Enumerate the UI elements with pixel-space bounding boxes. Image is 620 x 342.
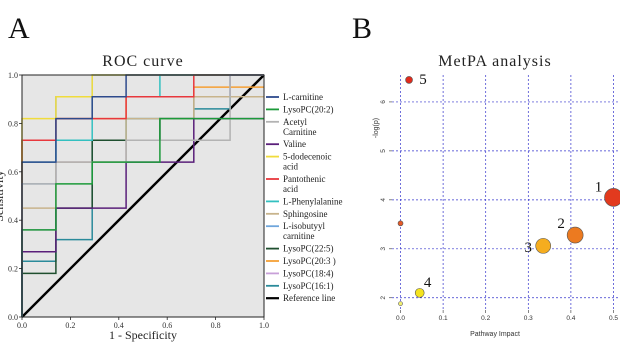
metpa-point-3 — [535, 238, 552, 254]
legend-entry-sphingosine: Sphingosine — [266, 209, 328, 219]
metpa-point-2 — [566, 226, 584, 244]
metpa-point-label-3: 3 — [524, 240, 532, 256]
legend-label-lysopc-18-4: LysoPC(18:4) — [283, 268, 334, 278]
legend-label-pantothenic-acid: Pantothenic acid — [283, 174, 326, 194]
legend-label-l-phenylalanine: L-Phenylalanine — [283, 196, 342, 206]
roc-series-reference-line — [21, 74, 265, 318]
metpa-point-unlabeled — [398, 301, 403, 306]
roc-series-valine — [21, 117, 264, 317]
metpa-x-tick-label: 0.0 — [396, 315, 405, 322]
legend-label-5-dodecenoic-acid: 5-dodecenoic acid — [283, 152, 331, 172]
panel-letter-b: B — [352, 12, 372, 45]
metpa-y-tick-label: 4 — [380, 198, 387, 202]
legend-label-reference-line: Reference line — [283, 293, 335, 303]
legend-entry-l-phenylalanine: L-Phenylalanine — [266, 196, 342, 206]
legend-label-l-isobutyyl-carnitine: L-isobutyyl carnitine — [283, 221, 325, 241]
roc-x-tick-label: 0.6 — [162, 321, 172, 330]
legend-entry-acetyl-carnitine: Acetyl Carnitine — [266, 117, 317, 137]
legend-entry-lysopc-18-4: LysoPC(18:4) — [266, 268, 334, 278]
metpa-point-label-5: 5 — [419, 72, 427, 88]
metpa-point-1 — [604, 188, 620, 207]
legend-entry-lysopc-22-5: LysoPC(22:5) — [266, 244, 334, 254]
metpa-point-label-1: 1 — [595, 179, 603, 195]
roc-x-tick-label: 0.8 — [211, 321, 221, 330]
roc-y-tick-label: 0.8 — [8, 119, 18, 128]
panel-letter-a: A — [8, 12, 30, 45]
legend-label-acetyl-carnitine: Acetyl Carnitine — [283, 117, 317, 137]
legend-label-l-carnitine: L-carnitine — [283, 92, 323, 102]
roc-x-tick-label: 0.4 — [114, 321, 124, 330]
legend-entry-pantothenic-acid: Pantothenic acid — [266, 174, 326, 194]
legend-entry-valine: Valine — [266, 139, 306, 149]
metpa-title: MetPA analysis — [438, 53, 551, 70]
legend-entry-l-isobutyyl-carnitine: L-isobutyyl carnitine — [266, 221, 325, 241]
roc-y-tick-label: 1.0 — [8, 71, 18, 80]
legend-label-sphingosine: Sphingosine — [283, 209, 328, 219]
roc-series-pantothenic-acid — [21, 74, 264, 317]
roc-y-tick-label: 0.0 — [8, 313, 18, 322]
roc-y-tick-label: 0.4 — [8, 216, 18, 225]
roc-series-l-carnitine — [21, 74, 264, 317]
roc-y-tick-label: 0.6 — [8, 168, 18, 177]
legend-entry-lysopc-20-3: LysoPC(20:3 ) — [266, 256, 336, 266]
legend-label-lysopc-20-3: LysoPC(20:3 ) — [283, 256, 336, 266]
legend-entry-5-dodecenoic-acid: 5-dodecenoic acid — [266, 152, 331, 172]
legend-label-valine: Valine — [283, 139, 306, 149]
roc-chart: ROC curve 0.0 0.2 0.4 0.6 0.8 1.0 0.0 0.2 0.4 0.6 0… — [0, 53, 342, 342]
metpa-x-tick-label: 0.5 — [609, 315, 618, 322]
roc-legend: L-carnitine LysoPC(20:2) Acetyl Carnitine Va… — [266, 92, 342, 303]
roc-series-lysopc-20-2 — [21, 117, 264, 317]
legend-entry-lysopc-16-1: LysoPC(16:1) — [266, 281, 334, 291]
metpa-point-5 — [405, 76, 413, 84]
metpa-point-unlabeled — [397, 220, 404, 227]
legend-label-lysopc-20-2: LysoPC(20:2) — [283, 104, 334, 114]
metpa-point-4 — [414, 288, 425, 298]
legend-entry-lysopc-20-2: LysoPC(20:2) — [266, 104, 334, 114]
roc-y-tick-label: 0.2 — [8, 265, 18, 274]
legend-label-lysopc-22-5: LysoPC(22:5) — [283, 244, 334, 254]
roc-x-axis-label: 1 - Specificity — [109, 328, 177, 342]
metpa-chart: MetPA analysis 1 2 3 4 5 0.0 0.1 0.2 0.3 0.4 0.5 2 3 4… — [373, 53, 620, 338]
roc-x-tick-label: 0.2 — [65, 321, 75, 330]
metpa-y-tick-label: 3 — [380, 247, 387, 251]
metpa-y-tick-label: 2 — [380, 296, 387, 300]
metpa-y-axis-label: -log(p) — [373, 118, 380, 138]
metpa-x-tick-label: 0.4 — [566, 315, 575, 322]
metpa-point-label-2: 2 — [557, 216, 565, 232]
legend-entry-reference-line: Reference line — [266, 293, 335, 303]
metpa-x-tick-label: 0.3 — [524, 315, 533, 322]
roc-x-tick-label: 0.0 — [17, 321, 27, 330]
roc-x-tick-label: 1.0 — [259, 321, 269, 330]
metpa-y-tick-label: 5 — [380, 149, 387, 153]
roc-title: ROC curve — [102, 53, 183, 70]
metpa-point-label-4: 4 — [424, 275, 432, 291]
metpa-x-axis-label: Pathway Impact — [470, 331, 520, 338]
roc-plot-frame — [21, 74, 265, 318]
legend-label-lysopc-16-1: LysoPC(16:1) — [283, 281, 334, 291]
metpa-x-tick-label: 0.1 — [439, 315, 448, 322]
metpa-x-tick-label: 0.2 — [481, 315, 490, 322]
roc-y-axis-label: Sensitivity — [0, 170, 6, 221]
legend-entry-l-carnitine: L-carnitine — [266, 92, 323, 102]
metpa-y-tick-label: 6 — [380, 100, 387, 104]
